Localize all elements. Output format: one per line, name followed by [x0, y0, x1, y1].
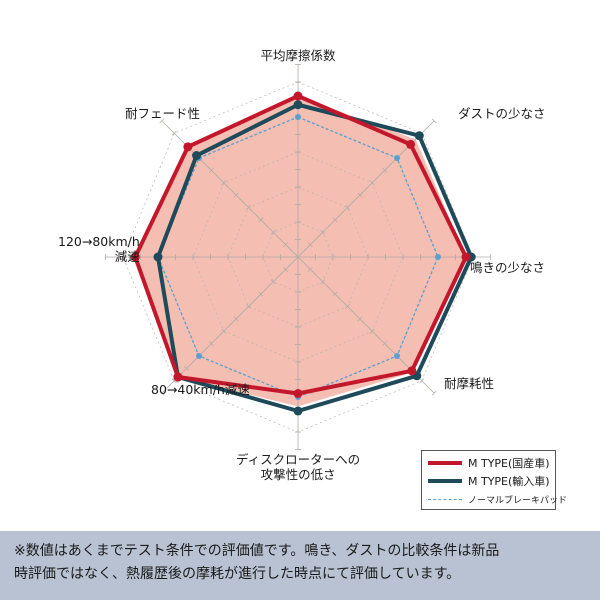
axis-label-1: ダストの少なさ — [458, 106, 546, 121]
axis-label-7: 耐フェード性 — [125, 106, 200, 121]
radar-fill-area — [135, 96, 467, 407]
axis-tick — [320, 229, 326, 235]
axis-tick — [159, 390, 165, 396]
series-point-0 — [173, 372, 183, 382]
axis-label-line: 攻撃性の低さ — [260, 467, 336, 482]
series-point-0 — [293, 389, 303, 398]
footnote-line-2: 時評価ではなく、熱履歴後の摩耗が進行した時点にて評価しています。 — [14, 566, 461, 582]
axis-spoke — [161, 256, 299, 394]
axis-tick — [221, 180, 227, 186]
legend-label-domestic: M TYPE(国産車) — [468, 457, 550, 470]
legend-swatch-import — [428, 479, 462, 483]
axis-label-3: 耐摩耗性 — [444, 376, 494, 391]
axis-tick — [382, 167, 388, 173]
axis-tick — [283, 242, 289, 248]
axis-tick — [258, 217, 264, 223]
legend-label-normal: ノーマルブレーキパッド — [468, 496, 568, 506]
series-point-2 — [393, 352, 400, 359]
axis-tick — [332, 291, 338, 297]
axis-tick — [431, 118, 437, 124]
footnote-line-1: ※数値はあくまでテスト条件での評価値です。鳴き、ダストの比較条件は新品 — [14, 543, 500, 559]
axis-tick — [159, 118, 165, 124]
axis-tick — [419, 378, 425, 384]
series-point-1 — [414, 131, 424, 141]
axis-tick — [270, 229, 276, 235]
series-point-0 — [293, 91, 303, 101]
axis-tick — [233, 316, 239, 322]
axis-tick — [345, 304, 350, 309]
series-point-2 — [435, 254, 441, 260]
axis-tick — [208, 341, 214, 347]
axis-tick — [369, 328, 375, 334]
axis-tick — [357, 192, 363, 198]
axis-label-line: 鳴きの少なさ — [470, 260, 546, 275]
axis-label-line: 平均摩擦係数 — [260, 48, 336, 63]
axis-tick — [270, 279, 276, 285]
series-point-1 — [293, 100, 303, 110]
series-point-1 — [192, 151, 202, 161]
axis-label-5: 80→40km/h減速 — [151, 382, 250, 397]
axis-tick — [171, 130, 177, 136]
legend: M TYPE(国産車) M TYPE(輸入車) ノーマルブレーキパッド — [421, 450, 567, 510]
axis-label-line: 減速 — [114, 249, 140, 264]
legend-label-import: M TYPE(輸入車) — [468, 475, 550, 488]
axis-tick — [233, 192, 239, 198]
axis-tick — [246, 205, 251, 210]
legend-swatch-normal — [428, 499, 462, 500]
axis-label-6: 120→80km/h 減速 — [58, 234, 140, 264]
series-point-0 — [461, 252, 471, 262]
series-point-1 — [153, 252, 163, 262]
series-point-2 — [393, 155, 400, 162]
footnote-banner: ※数値はあくまでテスト条件での評価値です。鳴き、ダストの比較条件は新品 時評価で… — [0, 531, 600, 600]
series-point-1 — [293, 406, 303, 416]
axis-tick — [332, 217, 338, 223]
axis-label-line: 耐フェード性 — [125, 106, 201, 121]
grid-ring — [227, 186, 369, 328]
axis-tick — [307, 266, 313, 272]
series-point-2 — [295, 114, 301, 120]
axis-label-0: 平均摩擦係数 — [261, 48, 336, 63]
axis-tick — [171, 378, 177, 384]
series-point-2 — [196, 352, 203, 359]
axis-label-line: ディスクローターへの — [236, 452, 361, 467]
grid-ring — [262, 221, 334, 293]
axis-tick — [382, 341, 388, 347]
axis-tick — [246, 304, 251, 309]
axis-label-4: ディスクローターへの 攻撃性の低さ — [236, 452, 360, 482]
axis-tick — [369, 180, 375, 186]
series-point-0 — [183, 142, 193, 152]
axis-tick — [208, 167, 214, 173]
axis-label-2: 鳴きの少なさ — [470, 260, 545, 275]
axis-tick — [307, 242, 313, 248]
axis-tick — [258, 291, 264, 297]
legend-item-domestic: M TYPE(国産車) — [422, 454, 555, 472]
radar-chart-area: 平均摩擦係数ダストの少なさ鳴きの少なさ耐摩耗性ディスクローターへの 攻撃性の低さ 8… — [58, 48, 567, 510]
axis-label-line: 120→80km/h — [58, 234, 140, 249]
axis-tick — [221, 328, 227, 334]
axis-tick — [431, 390, 437, 396]
axis-tick — [283, 266, 289, 272]
legend-item-normal: ノーマルブレーキパッド — [422, 490, 567, 508]
axis-tick — [184, 365, 190, 371]
series-point-0 — [130, 252, 140, 262]
legend-swatch-domestic — [428, 461, 462, 465]
legend-item-import: M TYPE(輸入車) — [422, 472, 555, 490]
series-point-0 — [406, 139, 416, 149]
series-line-2 — [157, 116, 439, 398]
axis-tick — [357, 316, 363, 322]
axis-label-line: 耐摩耗性 — [444, 376, 495, 391]
axis-tick — [345, 205, 350, 210]
axis-label-line: 80→40km/h減速 — [151, 382, 250, 397]
axis-tick — [320, 279, 326, 285]
series-point-0 — [407, 366, 417, 376]
axis-label-line: ダストの少なさ — [458, 106, 546, 121]
radar-chart — [105, 64, 491, 450]
axis-spoke — [161, 120, 299, 258]
